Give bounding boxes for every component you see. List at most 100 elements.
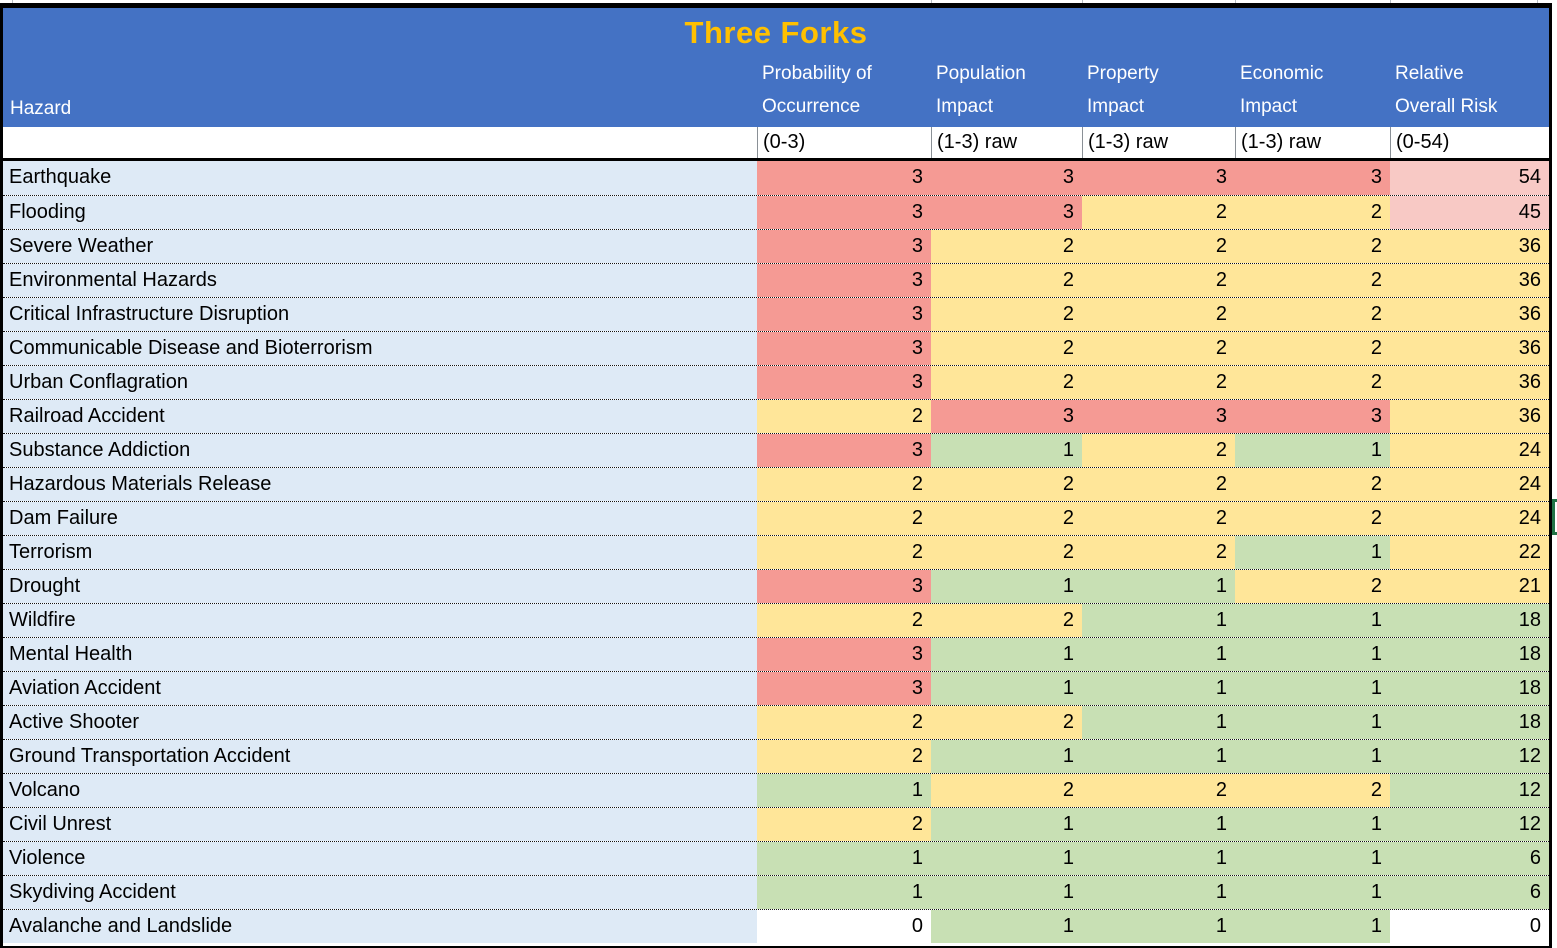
hazard-name-cell[interactable]: Active Shooter: [3, 706, 757, 739]
score-cell[interactable]: 2: [1235, 468, 1390, 501]
score-cell[interactable]: 2: [757, 468, 931, 501]
table-title-cell[interactable]: Three Forks: [684, 15, 868, 50]
score-cell[interactable]: 2: [1235, 502, 1390, 535]
hazard-name-cell[interactable]: Ground Transportation Accident: [3, 740, 757, 773]
score-cell[interactable]: 2: [1082, 264, 1235, 297]
score-cell[interactable]: 24: [1390, 502, 1549, 535]
score-cell[interactable]: 1: [1082, 638, 1235, 671]
hazard-name-cell[interactable]: Critical Infrastructure Disruption: [3, 298, 757, 331]
score-cell[interactable]: 2: [931, 366, 1082, 399]
score-cell[interactable]: 3: [931, 161, 1082, 195]
score-cell[interactable]: 36: [1390, 230, 1549, 263]
unit-cell[interactable]: (1-3) raw: [931, 127, 1082, 158]
hazard-name-cell[interactable]: Civil Unrest: [3, 808, 757, 841]
score-cell[interactable]: 2: [1235, 366, 1390, 399]
score-cell[interactable]: 1: [931, 570, 1082, 603]
score-cell[interactable]: 0: [757, 910, 931, 943]
score-cell[interactable]: 2: [1235, 230, 1390, 263]
hazard-name-cell[interactable]: Flooding: [3, 196, 757, 229]
score-cell[interactable]: 1: [1235, 604, 1390, 637]
score-cell[interactable]: 3: [1082, 400, 1235, 433]
score-cell[interactable]: 18: [1390, 604, 1549, 637]
score-cell[interactable]: 2: [1082, 298, 1235, 331]
score-cell[interactable]: 12: [1390, 808, 1549, 841]
score-cell[interactable]: 2: [1082, 332, 1235, 365]
score-cell[interactable]: 1: [1235, 536, 1390, 569]
unit-cell[interactable]: (1-3) raw: [1235, 127, 1390, 158]
score-cell[interactable]: 1: [1082, 808, 1235, 841]
score-cell[interactable]: 3: [757, 434, 931, 467]
score-cell[interactable]: 1: [757, 842, 931, 875]
column-header-cell[interactable]: Relative Overall Risk: [1395, 57, 1497, 123]
score-cell[interactable]: 2: [757, 740, 931, 773]
score-cell[interactable]: 1: [1235, 910, 1390, 943]
score-cell[interactable]: 2: [1082, 434, 1235, 467]
score-cell[interactable]: 2: [757, 502, 931, 535]
score-cell[interactable]: 1: [757, 876, 931, 909]
score-cell[interactable]: 1: [1082, 706, 1235, 739]
score-cell[interactable]: 6: [1390, 876, 1549, 909]
score-cell[interactable]: 1: [1235, 434, 1390, 467]
score-cell[interactable]: 3: [757, 638, 931, 671]
score-cell[interactable]: 2: [757, 706, 931, 739]
score-cell[interactable]: 2: [931, 536, 1082, 569]
score-cell[interactable]: 2: [1082, 230, 1235, 263]
score-cell[interactable]: 18: [1390, 706, 1549, 739]
hazard-name-cell[interactable]: Wildfire: [3, 604, 757, 637]
score-cell[interactable]: 2: [1082, 536, 1235, 569]
hazard-name-cell[interactable]: Volcano: [3, 774, 757, 807]
hazard-column-header-cell[interactable]: Hazard: [10, 98, 72, 119]
score-cell[interactable]: 24: [1390, 434, 1549, 467]
score-cell[interactable]: 3: [931, 196, 1082, 229]
hazard-name-cell[interactable]: Skydiving Accident: [3, 876, 757, 909]
hazard-name-cell[interactable]: Hazardous Materials Release: [3, 468, 757, 501]
score-cell[interactable]: 3: [1235, 161, 1390, 195]
unit-cell[interactable]: (0-3): [757, 127, 931, 158]
score-cell[interactable]: 22: [1390, 536, 1549, 569]
score-cell[interactable]: 12: [1390, 774, 1549, 807]
hazard-name-cell[interactable]: Environmental Hazards: [3, 264, 757, 297]
score-cell[interactable]: 2: [1082, 774, 1235, 807]
hazard-name-cell[interactable]: Substance Addiction: [3, 434, 757, 467]
score-cell[interactable]: 36: [1390, 400, 1549, 433]
hazard-name-cell[interactable]: Dam Failure: [3, 502, 757, 535]
score-cell[interactable]: 54: [1390, 161, 1549, 195]
score-cell[interactable]: 1: [931, 672, 1082, 705]
hazard-name-cell[interactable]: Violence: [3, 842, 757, 875]
score-cell[interactable]: 3: [757, 332, 931, 365]
score-cell[interactable]: 3: [1082, 161, 1235, 195]
score-cell[interactable]: 1: [1082, 910, 1235, 943]
score-cell[interactable]: 3: [757, 230, 931, 263]
score-cell[interactable]: 0: [1390, 910, 1549, 943]
score-cell[interactable]: 1: [931, 842, 1082, 875]
score-cell[interactable]: 45: [1390, 196, 1549, 229]
score-cell[interactable]: 3: [757, 264, 931, 297]
column-header-cell[interactable]: Probability of Occurrence: [762, 57, 872, 123]
score-cell[interactable]: 24: [1390, 468, 1549, 501]
score-cell[interactable]: 12: [1390, 740, 1549, 773]
score-cell[interactable]: 3: [931, 400, 1082, 433]
score-cell[interactable]: 2: [1235, 332, 1390, 365]
score-cell[interactable]: 3: [757, 570, 931, 603]
score-cell[interactable]: 3: [757, 196, 931, 229]
score-cell[interactable]: 36: [1390, 332, 1549, 365]
score-cell[interactable]: 2: [757, 604, 931, 637]
score-cell[interactable]: 2: [1082, 196, 1235, 229]
score-cell[interactable]: 2: [931, 264, 1082, 297]
score-cell[interactable]: 2: [931, 468, 1082, 501]
hazard-name-cell[interactable]: Drought: [3, 570, 757, 603]
score-cell[interactable]: 2: [757, 400, 931, 433]
column-header-cell[interactable]: Economic Impact: [1240, 57, 1323, 123]
score-cell[interactable]: 1: [931, 910, 1082, 943]
score-cell[interactable]: 2: [931, 298, 1082, 331]
score-cell[interactable]: 36: [1390, 366, 1549, 399]
score-cell[interactable]: 36: [1390, 264, 1549, 297]
score-cell[interactable]: 1: [1082, 876, 1235, 909]
score-cell[interactable]: 1: [931, 876, 1082, 909]
score-cell[interactable]: 2: [1235, 570, 1390, 603]
score-cell[interactable]: 2: [1082, 468, 1235, 501]
unit-cell[interactable]: (1-3) raw: [1082, 127, 1235, 158]
hazard-name-cell[interactable]: Severe Weather: [3, 230, 757, 263]
hazard-name-cell[interactable]: Aviation Accident: [3, 672, 757, 705]
hazard-name-cell[interactable]: Mental Health: [3, 638, 757, 671]
